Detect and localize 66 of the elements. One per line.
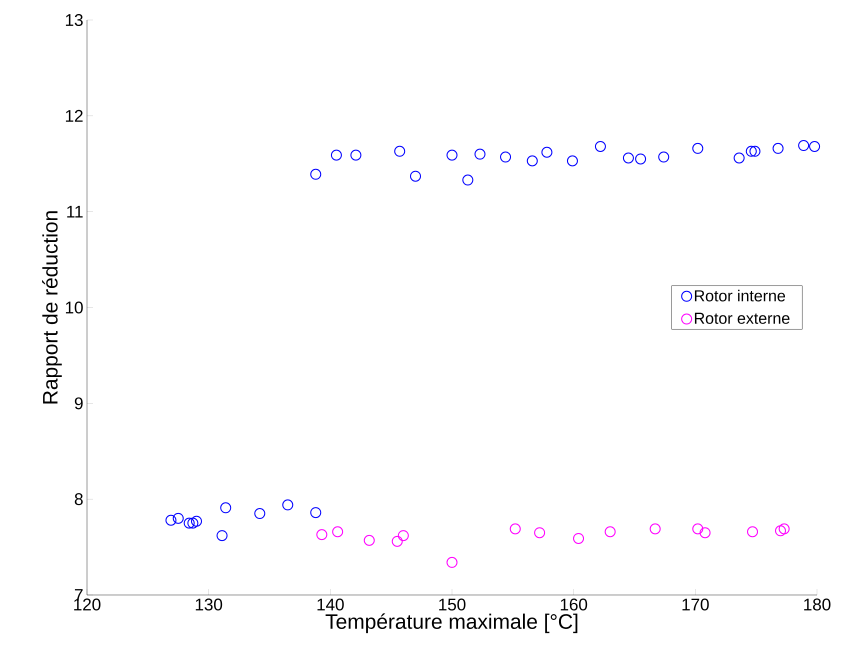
point <box>526 155 538 166</box>
point <box>658 152 670 163</box>
point <box>772 142 784 154</box>
point <box>692 142 704 154</box>
point <box>398 530 409 542</box>
point <box>310 168 322 180</box>
point <box>446 556 458 568</box>
point <box>316 529 328 540</box>
point <box>747 526 758 538</box>
point <box>541 146 552 158</box>
x-tick-label: 130 <box>196 598 222 611</box>
y-tick-label: 12 <box>66 110 83 122</box>
point <box>410 170 422 182</box>
point <box>187 518 198 529</box>
point <box>778 523 790 534</box>
point <box>392 536 403 547</box>
y-tick-label: 9 <box>74 397 83 410</box>
x-tick-label: 180 <box>804 598 830 611</box>
point <box>594 141 606 152</box>
point <box>474 148 486 160</box>
x-tick-label: 150 <box>439 598 466 611</box>
point <box>700 527 711 538</box>
point <box>394 146 406 157</box>
point <box>650 523 661 534</box>
point <box>165 514 176 526</box>
y-tick-label: 10 <box>66 302 83 314</box>
point <box>500 152 512 163</box>
point <box>635 153 646 164</box>
point <box>330 150 342 161</box>
point <box>622 152 634 164</box>
point <box>172 512 184 524</box>
point <box>534 527 546 538</box>
x-tick-label: 160 <box>560 598 588 611</box>
y-axis-title: Rapport de réduction <box>42 211 62 404</box>
point <box>254 508 266 520</box>
point <box>692 523 704 534</box>
point <box>566 155 578 166</box>
point <box>809 141 820 152</box>
point <box>749 146 760 157</box>
x-axis-title: Température maximale [°C] <box>326 613 578 634</box>
y-tick-label: 13 <box>66 14 83 26</box>
point <box>220 502 232 514</box>
point <box>332 526 344 538</box>
point <box>191 516 202 527</box>
point <box>573 532 584 544</box>
point <box>446 150 458 161</box>
point <box>282 499 294 510</box>
point <box>734 152 745 164</box>
point <box>604 526 616 538</box>
x-tick-label: 140 <box>318 598 344 611</box>
x-tick-label: 170 <box>682 598 709 611</box>
point <box>798 140 810 152</box>
y-tick-label: 11 <box>67 206 83 218</box>
point <box>310 507 322 518</box>
point <box>510 523 521 534</box>
legend-label: Rotor externe <box>694 312 790 324</box>
legend-label: Rotor interne <box>694 290 786 302</box>
point <box>364 534 375 546</box>
point <box>350 150 362 161</box>
point <box>775 525 786 536</box>
x-tick-label: 120 <box>74 598 100 611</box>
point <box>462 174 474 186</box>
y-tick-label: 8 <box>74 493 83 506</box>
point <box>746 146 757 157</box>
point <box>184 518 195 529</box>
point <box>216 530 228 542</box>
